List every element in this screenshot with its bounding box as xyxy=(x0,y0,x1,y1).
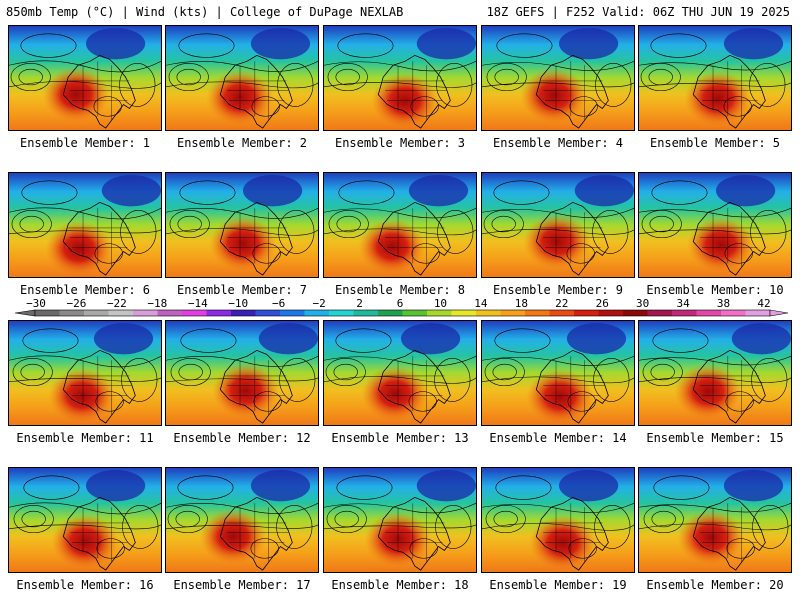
ensemble-member-label: Ensemble Member: 5 xyxy=(649,136,781,150)
ensemble-member-map xyxy=(481,25,635,131)
colorbar-tick-label: 42 xyxy=(757,297,770,310)
colorbar-tick-label: −26 xyxy=(67,297,87,310)
colorbar-tick-label: 18 xyxy=(515,297,528,310)
ensemble-member-map xyxy=(8,320,162,426)
colorbar-arrow-high xyxy=(769,309,789,317)
ensemble-member-map xyxy=(8,25,162,131)
colorbar-tick-label: 26 xyxy=(596,297,609,310)
ensemble-member-map xyxy=(323,467,477,573)
colorbar-tick-label: −2 xyxy=(312,297,325,310)
colorbar-segment xyxy=(402,310,428,316)
colorbar-segment xyxy=(525,310,550,316)
ensemble-member-map xyxy=(165,25,319,131)
colorbar-tick-label: 10 xyxy=(434,297,447,310)
temperature-colorbar: −30 −26 −22 −18 −14 −10 −6 −2 2 6 10 14 18 22 26 30 34 38… xyxy=(14,297,789,317)
ensemble-member-label: Ensemble Member: 12 xyxy=(173,431,311,445)
colorbar-segment xyxy=(647,310,673,316)
ensemble-member-map xyxy=(165,467,319,573)
colorbar-segment xyxy=(721,310,746,316)
colorbar-tick-label: 2 xyxy=(356,297,363,310)
ensemble-member-label: Ensemble Member: 18 xyxy=(331,578,469,592)
colorbar-segment xyxy=(133,310,158,316)
colorbar-segment xyxy=(427,310,452,316)
colorbar-segment xyxy=(157,310,183,316)
colorbar-segment xyxy=(353,310,379,316)
ensemble-member-label: Ensemble Member: 19 xyxy=(489,578,627,592)
colorbar-segment xyxy=(304,310,330,316)
colorbar-tick-label: 34 xyxy=(676,297,690,310)
ensemble-member-label: Ensemble Member: 7 xyxy=(176,283,308,297)
valid-time: 18Z GEFS | F252 Valid: 06Z THU JUN 19 20… xyxy=(486,5,790,19)
colorbar-segment xyxy=(280,310,305,316)
colorbar-segment xyxy=(549,310,575,316)
ensemble-member-label: Ensemble Member: 15 xyxy=(646,431,784,445)
ensemble-member-map xyxy=(8,172,162,278)
colorbar-tick-label: −22 xyxy=(107,297,127,310)
ensemble-member-map xyxy=(165,320,319,426)
colorbar-segment xyxy=(598,310,624,316)
colorbar-segment xyxy=(476,310,501,316)
colorbar-arrow-low xyxy=(14,309,36,317)
ensemble-member-label: Ensemble Member: 17 xyxy=(173,578,311,592)
colorbar-segment xyxy=(255,310,281,316)
colorbar-segment xyxy=(378,310,403,316)
colorbar-segment xyxy=(451,310,477,316)
colorbar-tick-label: −30 xyxy=(26,297,46,310)
colorbar-tick-label: 30 xyxy=(636,297,649,310)
colorbar-segment xyxy=(672,310,697,316)
colorbar-tick-label: −10 xyxy=(228,297,248,310)
colorbar-segment xyxy=(574,310,599,316)
ensemble-member-map xyxy=(165,172,319,278)
colorbar-segment xyxy=(623,310,648,316)
colorbar-segment xyxy=(696,310,722,316)
colorbar-segment xyxy=(745,310,771,316)
ensemble-member-label: Ensemble Member: 13 xyxy=(331,431,469,445)
ensemble-member-label: Ensemble Member: 1 xyxy=(19,136,151,150)
ensemble-member-label: Ensemble Member: 14 xyxy=(489,431,627,445)
colorbar-segment xyxy=(108,310,134,316)
ensemble-member-map xyxy=(8,467,162,573)
colorbar-segment xyxy=(59,310,85,316)
ensemble-member-map xyxy=(323,172,477,278)
colorbar-tick-label: 22 xyxy=(555,297,568,310)
colorbar-tick-label: −18 xyxy=(147,297,167,310)
ensemble-member-label: Ensemble Member: 9 xyxy=(492,283,624,297)
ensemble-member-label: Ensemble Member: 6 xyxy=(19,283,151,297)
colorbar-segment xyxy=(84,310,109,316)
ensemble-member-label: Ensemble Member: 2 xyxy=(176,136,308,150)
chart-title: 850mb Temp (°C) | Wind (kts) | College o… xyxy=(6,5,404,19)
colorbar-segment xyxy=(206,310,232,316)
colorbar-segment xyxy=(35,310,60,316)
ensemble-member-map xyxy=(323,25,477,131)
ensemble-member-label: Ensemble Member: 11 xyxy=(16,431,154,445)
ensemble-member-map xyxy=(481,320,635,426)
ensemble-member-map xyxy=(481,172,635,278)
colorbar-tick-label: 38 xyxy=(717,297,730,310)
ensemble-member-map xyxy=(638,320,792,426)
colorbar-segment xyxy=(329,310,354,316)
ensemble-member-label: Ensemble Member: 10 xyxy=(646,283,784,297)
ensemble-member-map xyxy=(638,25,792,131)
ensemble-member-map xyxy=(638,172,792,278)
ensemble-member-label: Ensemble Member: 4 xyxy=(492,136,624,150)
colorbar-segment xyxy=(231,310,256,316)
colorbar-tick-label: −6 xyxy=(272,297,285,310)
colorbar-segment xyxy=(182,310,207,316)
ensemble-member-label: Ensemble Member: 3 xyxy=(334,136,466,150)
colorbar-segment xyxy=(500,310,526,316)
colorbar-tick-label: −14 xyxy=(188,297,208,310)
ensemble-member-map xyxy=(323,320,477,426)
colorbar-tick-label: 6 xyxy=(397,297,404,310)
ensemble-member-label: Ensemble Member: 8 xyxy=(334,283,466,297)
ensemble-member-label: Ensemble Member: 16 xyxy=(16,578,154,592)
ensemble-member-label: Ensemble Member: 20 xyxy=(646,578,784,592)
colorbar-tick-label: 14 xyxy=(474,297,488,310)
ensemble-member-map xyxy=(638,467,792,573)
ensemble-member-map xyxy=(481,467,635,573)
